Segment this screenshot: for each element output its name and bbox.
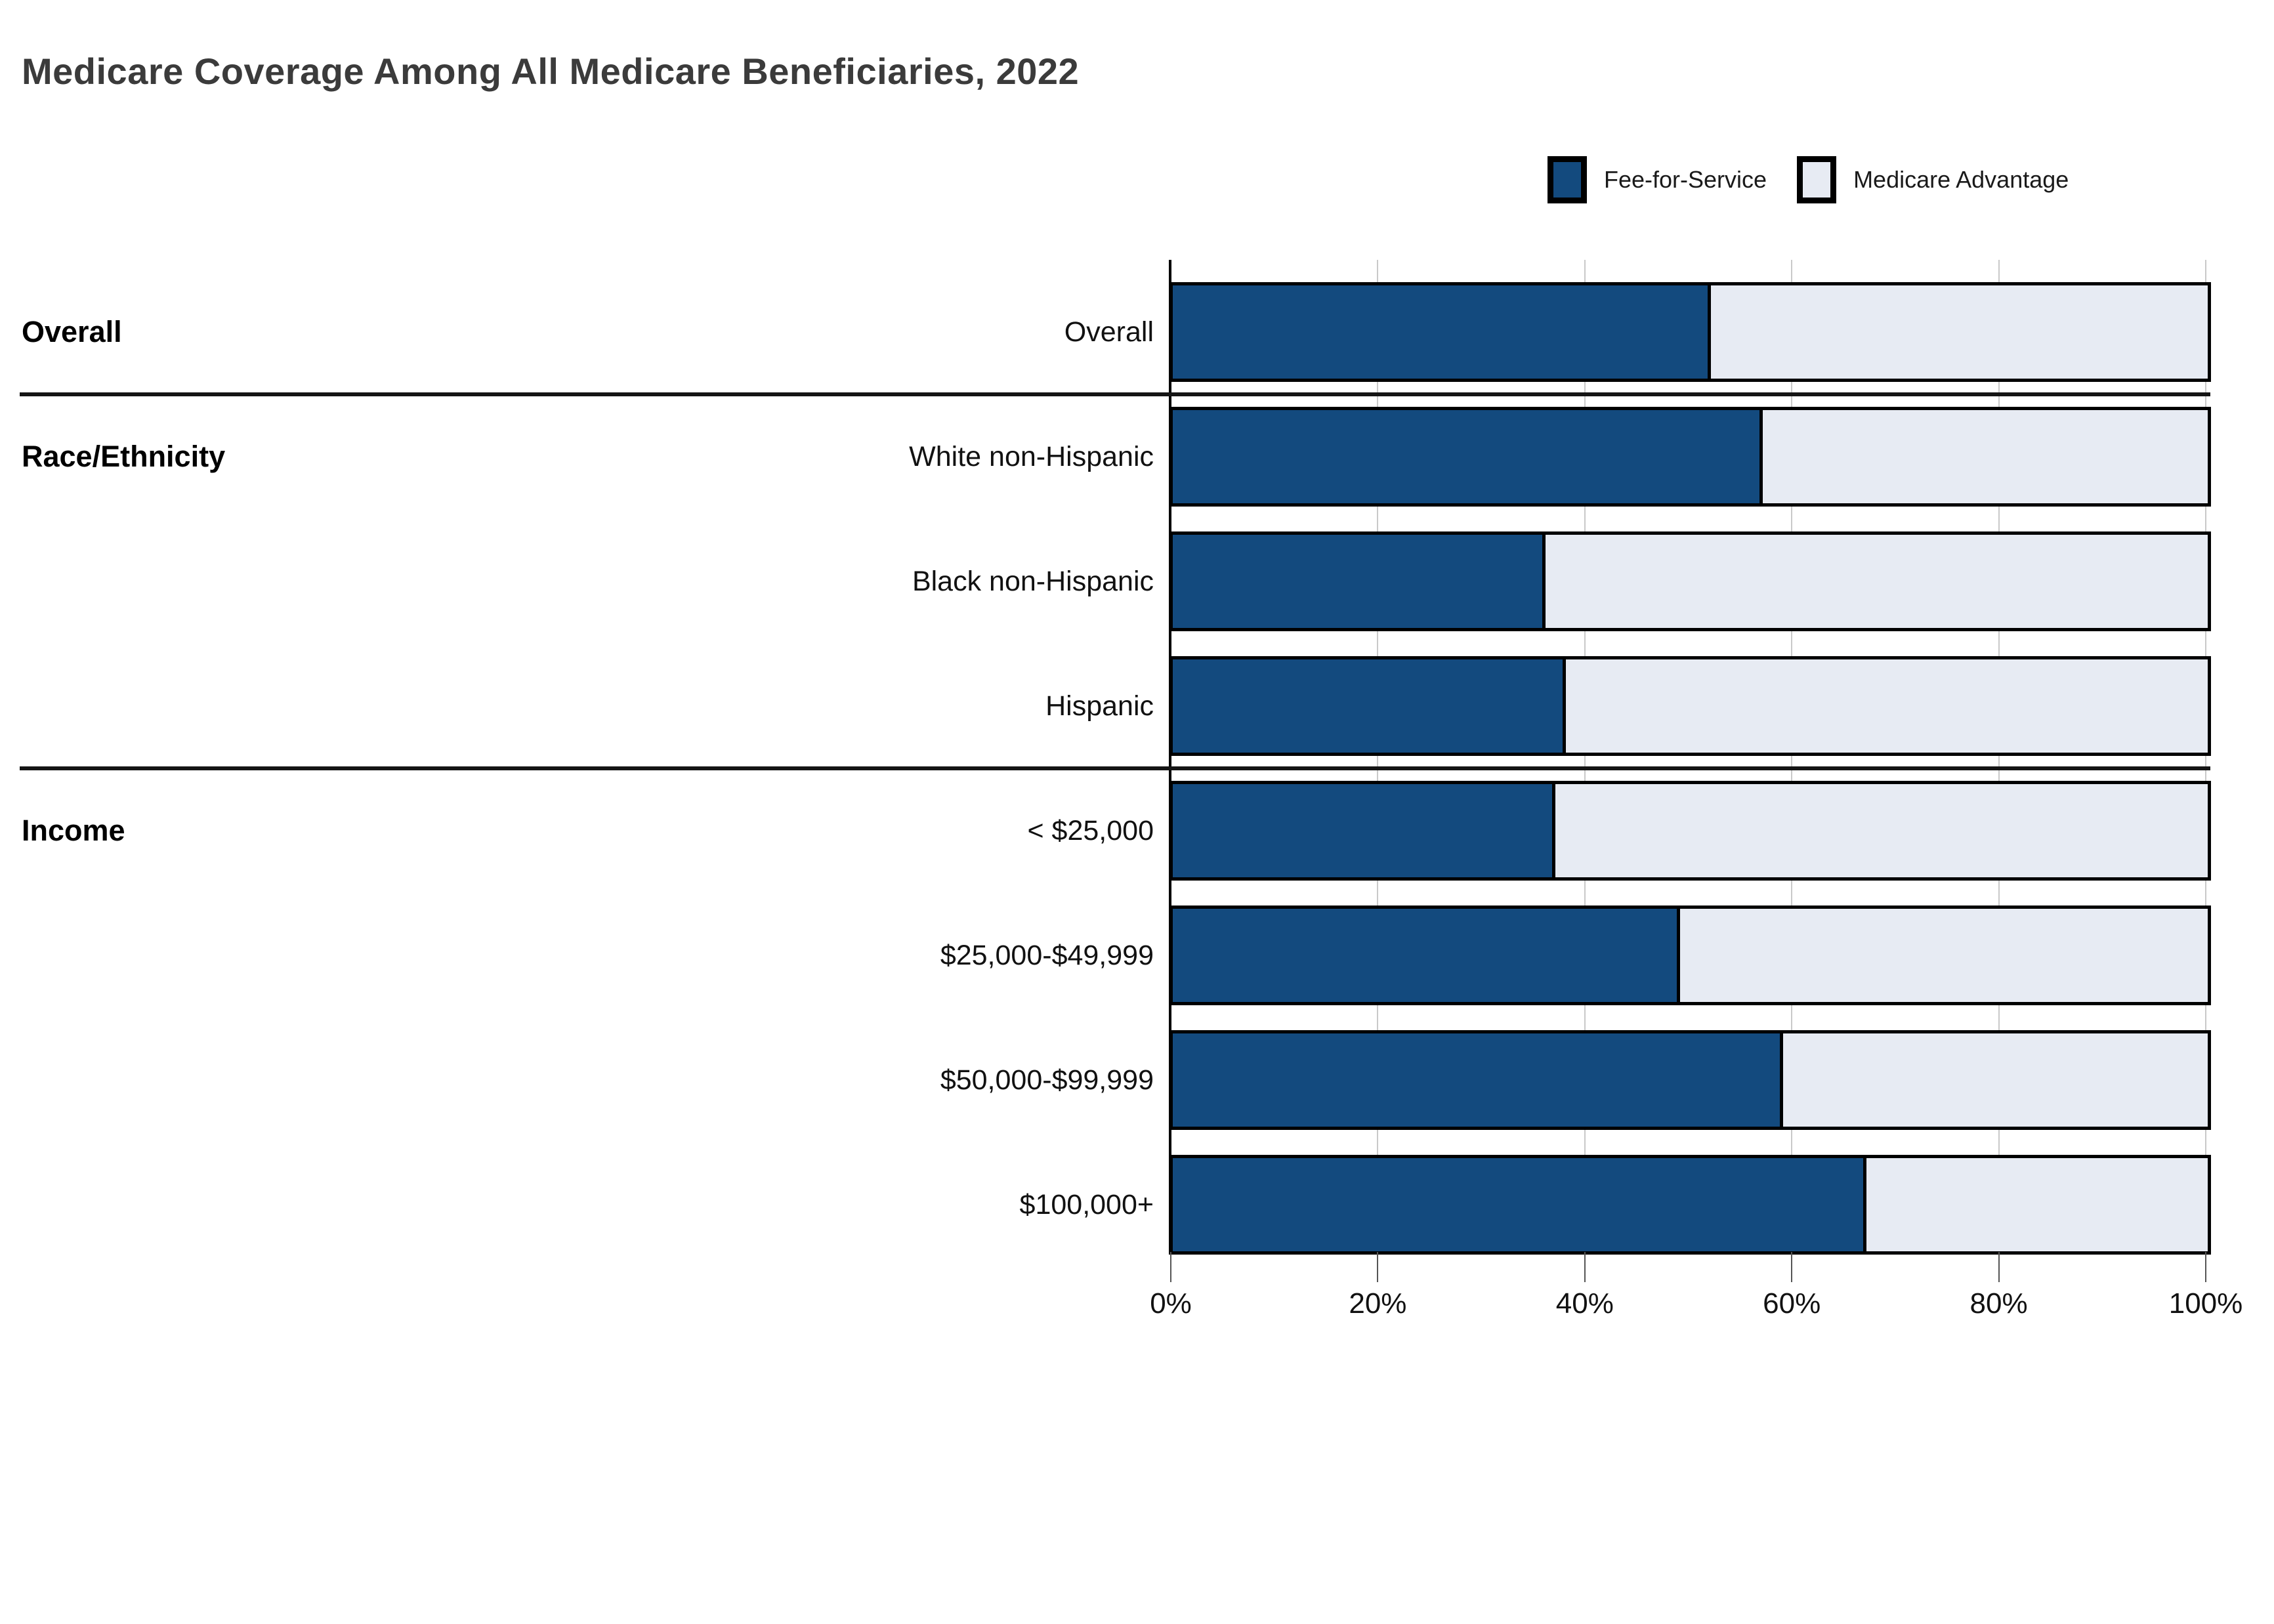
category-label: Hispanic (1045, 690, 1154, 722)
segment-fee-for-service (1173, 909, 1680, 1002)
group-divider (20, 392, 2210, 396)
legend-label-medicare-advantage: Medicare Advantage (1853, 166, 2069, 193)
gridline-80 (1998, 260, 2000, 1252)
x-tick-mark-0 (1170, 1252, 1171, 1282)
group-label-income: Income (22, 814, 125, 847)
x-tick-label-100: 100% (2168, 1287, 2243, 1320)
legend-item-fee-for-service: Fee-for-Service (1548, 156, 1767, 203)
x-tick-mark-100 (2205, 1252, 2206, 1282)
segment-fee-for-service (1173, 659, 1567, 753)
bar-50-000-99-999 (1169, 1030, 2211, 1130)
x-tick-label-80: 80% (1969, 1287, 2028, 1320)
bar-hispanic (1169, 656, 2211, 756)
x-tick-mark-80 (1998, 1252, 2000, 1282)
x-tick-label-0: 0% (1150, 1287, 1192, 1320)
legend-item-medicare-advantage: Medicare Advantage (1797, 156, 2069, 203)
bar-black-non-hispanic (1169, 531, 2211, 631)
category-label: $50,000-$99,999 (940, 1064, 1154, 1096)
legend-swatch-fee-for-service-icon (1548, 156, 1587, 203)
y-axis-line (1169, 260, 1171, 1255)
x-tick-label-60: 60% (1763, 1287, 1821, 1320)
gridline-20 (1377, 260, 1379, 1252)
segment-fee-for-service (1173, 784, 1556, 877)
x-tick-mark-40 (1584, 1252, 1586, 1282)
category-label: White non-Hispanic (909, 440, 1154, 472)
group-label-overall: Overall (22, 315, 122, 348)
gridline-40 (1584, 260, 1586, 1252)
bar-25-000 (1169, 781, 2211, 881)
category-label: $25,000-$49,999 (940, 939, 1154, 971)
chart-title: Medicare Coverage Among All Medicare Ben… (22, 50, 1080, 92)
gridline-60 (1791, 260, 1793, 1252)
category-label: < $25,000 (1027, 814, 1154, 846)
category-label: Overall (1064, 316, 1154, 348)
bar-25-000-49-999 (1169, 906, 2211, 1005)
category-label: Black non-Hispanic (912, 565, 1154, 597)
segment-fee-for-service (1173, 535, 1546, 628)
x-tick-mark-20 (1377, 1252, 1379, 1282)
segment-fee-for-service (1173, 285, 1712, 379)
category-label: $100,000+ (1019, 1188, 1154, 1220)
x-tick-label-20: 20% (1349, 1287, 1407, 1320)
group-divider (20, 766, 2210, 770)
legend-label-fee-for-service: Fee-for-Service (1604, 166, 1767, 193)
bar-100-000 (1169, 1155, 2211, 1255)
segment-fee-for-service (1173, 410, 1763, 503)
gridline-100 (2205, 260, 2206, 1252)
segment-fee-for-service (1173, 1158, 1866, 1251)
legend-swatch-medicare-advantage-icon (1797, 156, 1837, 203)
legend: Fee-for-Service Medicare Advantage (1548, 156, 2069, 203)
bar-white-non-hispanic (1169, 407, 2211, 507)
segment-fee-for-service (1173, 1033, 1784, 1127)
group-label-race-ethnicity: Race/Ethnicity (22, 440, 226, 473)
x-tick-label-40: 40% (1555, 1287, 1614, 1320)
x-tick-mark-60 (1791, 1252, 1793, 1282)
bar-overall (1169, 282, 2211, 382)
